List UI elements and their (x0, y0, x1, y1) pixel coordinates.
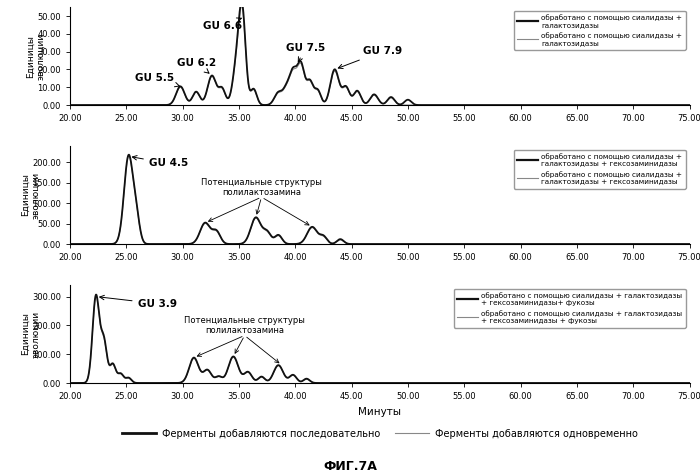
Text: GU 7.9: GU 7.9 (338, 46, 402, 69)
Y-axis label: Единицы
эволюции: Единицы эволюции (26, 33, 46, 80)
Text: GU 4.5: GU 4.5 (132, 155, 188, 168)
Text: GU 6.6: GU 6.6 (203, 18, 242, 31)
Text: GU 5.5: GU 5.5 (135, 73, 180, 87)
X-axis label: Минуты: Минуты (358, 407, 401, 417)
Text: Потенциальные структуры
полилактозамина: Потенциальные структуры полилактозамина (184, 316, 305, 336)
Text: GU 3.9: GU 3.9 (99, 295, 176, 309)
Text: GU 6.2: GU 6.2 (177, 58, 216, 73)
Legend: Ферменты добавляются последовательно, Ферменты добавляются одновременно: Ферменты добавляются последовательно, Фе… (122, 429, 638, 439)
Legend: обработано с помощью сиалидазы +
галактозидазы + гексозаминидазы, обработано с п: обработано с помощью сиалидазы + галакто… (514, 150, 686, 189)
Legend: обработано с помощью сиалидазы +
галактозидазы, обработано с помощью сиалидазы +: обработано с помощью сиалидазы + галакто… (514, 11, 686, 50)
Text: Потенциальные структуры
полилактозамина: Потенциальные структуры полилактозамина (201, 178, 322, 197)
Y-axis label: Единицы
эволюции: Единицы эволюции (21, 172, 41, 219)
Y-axis label: Единицы
эволюции: Единицы эволюции (21, 310, 41, 357)
Legend: обработано с помощью сиалидазы + галактозидазы
+ гексозаминидазы+ фукозы, обрабо: обработано с помощью сиалидазы + галакто… (454, 289, 686, 328)
Text: GU 7.5: GU 7.5 (286, 43, 326, 62)
Text: ФИГ.7А: ФИГ.7А (323, 460, 377, 473)
